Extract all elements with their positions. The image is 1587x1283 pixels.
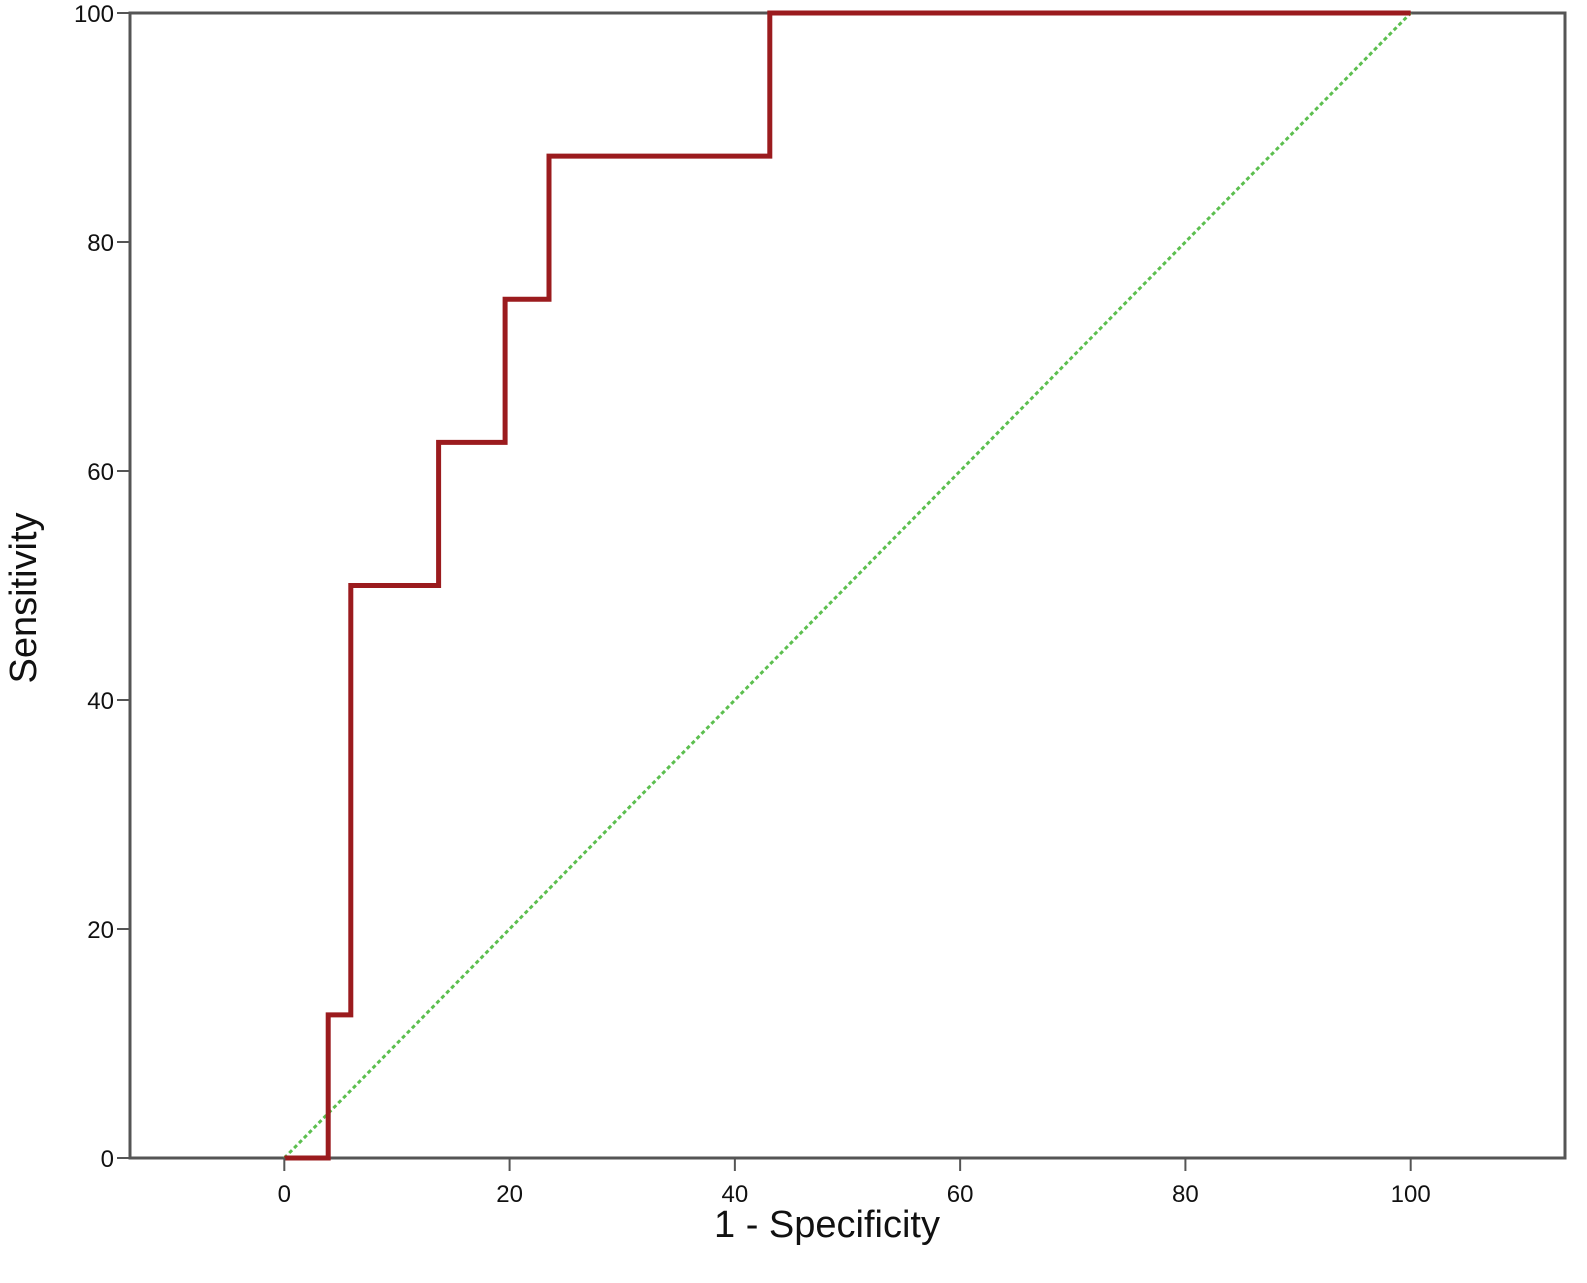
reference-diagonal-line xyxy=(283,11,1412,1160)
y-tick-label: 20 xyxy=(87,917,114,944)
x-tick-label: 100 xyxy=(1391,1181,1431,1208)
x-tick-label: 0 xyxy=(278,1181,291,1208)
x-tick-label: 20 xyxy=(496,1181,523,1208)
y-axis-title: Sensitivity xyxy=(3,512,45,683)
plot-area-frame xyxy=(128,11,1567,1160)
x-tick-label: 40 xyxy=(722,1181,749,1208)
x-tick-label: 60 xyxy=(947,1181,974,1208)
y-tick-label: 100 xyxy=(74,1,114,28)
y-tick-label: 80 xyxy=(87,230,114,257)
y-tick-label: 60 xyxy=(87,459,114,486)
roc-curve-line xyxy=(284,10,1411,1161)
y-tick-label: 0 xyxy=(101,1146,114,1173)
x-axis-title: 1 - Specificity xyxy=(714,1204,940,1246)
y-tick-label: 40 xyxy=(87,688,114,715)
x-tick-label: 80 xyxy=(1172,1181,1199,1208)
